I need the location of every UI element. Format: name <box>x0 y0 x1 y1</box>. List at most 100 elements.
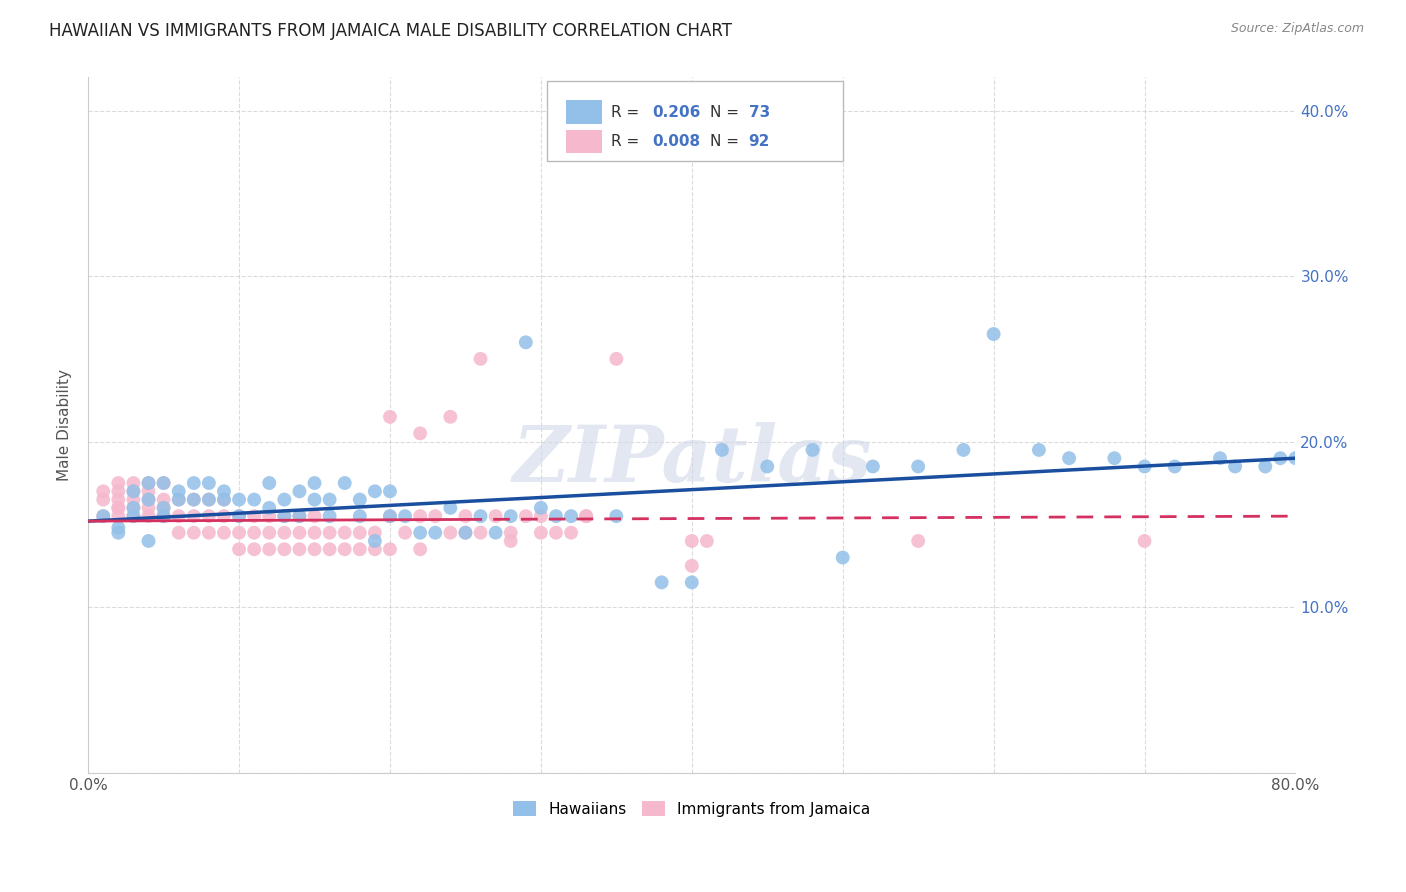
Point <box>228 492 250 507</box>
Point <box>470 525 492 540</box>
Point <box>544 525 567 540</box>
Point <box>198 525 221 540</box>
Point <box>1164 459 1187 474</box>
Point <box>560 525 582 540</box>
Point <box>1270 451 1292 466</box>
Point <box>91 509 114 524</box>
Point <box>167 492 190 507</box>
Point <box>122 509 145 524</box>
Point <box>212 525 235 540</box>
Point <box>983 326 1005 341</box>
Text: N =: N = <box>710 104 740 120</box>
Point <box>122 484 145 499</box>
Point <box>544 509 567 524</box>
Point <box>167 525 190 540</box>
Point <box>333 525 356 540</box>
Point <box>138 484 160 499</box>
Point <box>575 509 598 524</box>
Point <box>801 442 824 457</box>
Point <box>364 484 387 499</box>
Point <box>454 525 477 540</box>
Point <box>318 542 340 557</box>
Point <box>152 509 174 524</box>
Point <box>364 525 387 540</box>
Point <box>288 525 311 540</box>
Point <box>122 500 145 515</box>
Point <box>560 509 582 524</box>
Point <box>515 335 537 350</box>
Point <box>409 525 432 540</box>
Point <box>499 509 522 524</box>
Point <box>183 476 205 491</box>
Point <box>152 500 174 515</box>
Point <box>138 476 160 491</box>
Point <box>394 509 416 524</box>
FancyBboxPatch shape <box>567 101 602 124</box>
Point <box>425 525 447 540</box>
Point <box>485 509 508 524</box>
Point <box>696 533 718 548</box>
Point <box>257 525 280 540</box>
Point <box>138 500 160 515</box>
Point <box>243 542 266 557</box>
Point <box>349 525 371 540</box>
Point <box>243 525 266 540</box>
Point <box>198 476 221 491</box>
Point <box>152 476 174 491</box>
Point <box>107 500 129 515</box>
Text: HAWAIIAN VS IMMIGRANTS FROM JAMAICA MALE DISABILITY CORRELATION CHART: HAWAIIAN VS IMMIGRANTS FROM JAMAICA MALE… <box>49 22 733 40</box>
Point <box>349 492 371 507</box>
Point <box>681 575 703 590</box>
Point <box>454 525 477 540</box>
Point <box>288 509 311 524</box>
Point <box>243 492 266 507</box>
Point <box>122 509 145 524</box>
Point <box>349 542 371 557</box>
Point <box>454 509 477 524</box>
Point <box>257 542 280 557</box>
Point <box>333 542 356 557</box>
Point <box>530 500 553 515</box>
Point <box>651 575 673 590</box>
Point <box>288 509 311 524</box>
Text: 0.206: 0.206 <box>652 104 700 120</box>
Point <box>304 492 326 507</box>
Point <box>318 509 340 524</box>
Point <box>1133 459 1156 474</box>
Point <box>575 509 598 524</box>
Point <box>605 509 627 524</box>
Point <box>152 500 174 515</box>
Point <box>198 509 221 524</box>
Point <box>304 525 326 540</box>
Point <box>439 500 461 515</box>
Point <box>107 521 129 535</box>
Point <box>831 550 853 565</box>
Point <box>198 492 221 507</box>
Point <box>257 476 280 491</box>
Point <box>152 509 174 524</box>
Point <box>378 509 401 524</box>
Point <box>1057 451 1080 466</box>
Point <box>198 492 221 507</box>
Y-axis label: Male Disability: Male Disability <box>58 369 72 481</box>
Point <box>907 459 929 474</box>
Point <box>409 542 432 557</box>
Point <box>212 492 235 507</box>
Point <box>167 484 190 499</box>
Text: 92: 92 <box>748 134 770 149</box>
Point <box>394 525 416 540</box>
Point <box>711 442 734 457</box>
Point <box>183 492 205 507</box>
Point <box>499 533 522 548</box>
Point <box>228 542 250 557</box>
Point <box>257 509 280 524</box>
Point <box>409 426 432 441</box>
Point <box>91 484 114 499</box>
Point <box>138 533 160 548</box>
Point <box>91 509 114 524</box>
Point <box>152 476 174 491</box>
Point <box>409 509 432 524</box>
Point <box>183 525 205 540</box>
Point <box>107 525 129 540</box>
Point <box>364 542 387 557</box>
